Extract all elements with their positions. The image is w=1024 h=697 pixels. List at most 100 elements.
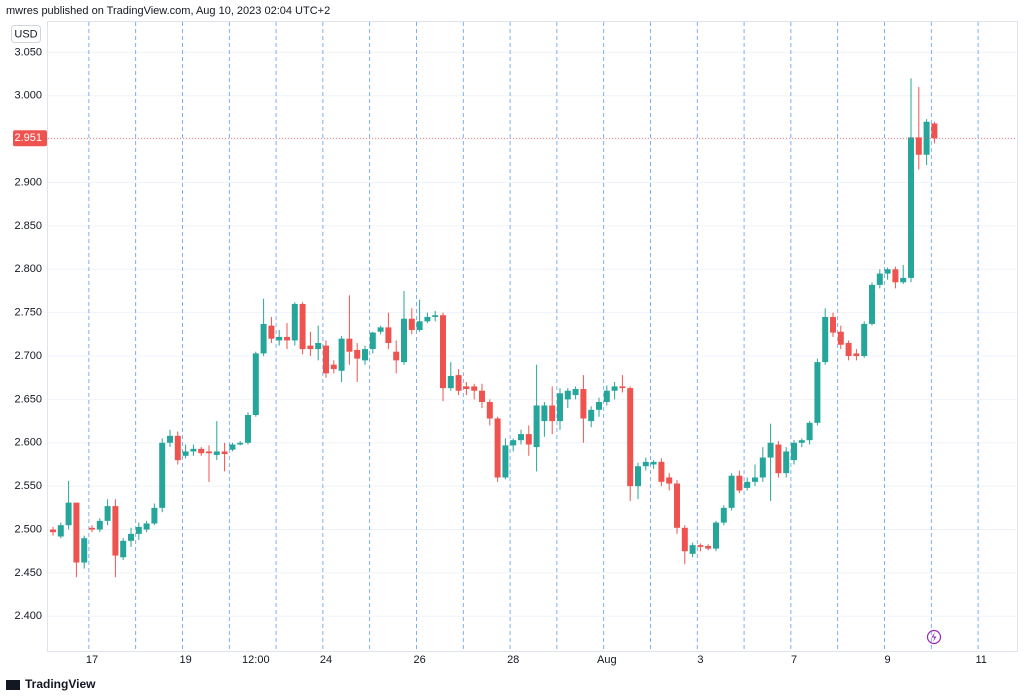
candle-body [830, 316, 836, 333]
y-tick-label: 2.550 [14, 480, 42, 492]
candle-body [713, 522, 719, 549]
candle-body [463, 386, 470, 389]
candle-body [744, 481, 751, 488]
x-tick-label: 12:00 [242, 654, 270, 666]
last-price-label: 2.951 [14, 132, 42, 144]
candle-body [143, 523, 150, 530]
candle-body [260, 323, 267, 354]
candle-body [876, 273, 883, 285]
x-tick-label: 9 [885, 654, 891, 666]
candle-body [299, 303, 306, 350]
y-tick-label: 3.000 [14, 90, 42, 102]
footer: TradingView [25, 677, 96, 691]
candle-body [650, 461, 657, 465]
plot-frame [47, 21, 1018, 652]
candle-body [377, 327, 384, 332]
candle-body [190, 448, 197, 452]
candle-body [128, 533, 134, 541]
candle-body [642, 461, 649, 467]
candle-body [174, 435, 181, 461]
candle-body [931, 123, 938, 139]
candle-body [775, 444, 782, 474]
candle-body [798, 440, 805, 443]
candle-body [767, 442, 774, 458]
candle-body [525, 434, 532, 445]
y-tick-label: 2.750 [14, 307, 42, 319]
candle-body [502, 445, 509, 478]
candle-body [471, 386, 478, 391]
candle-body [151, 507, 158, 524]
candle-body [588, 409, 595, 422]
candle-body [736, 475, 743, 491]
candle-body [635, 466, 641, 487]
candle-body [752, 477, 758, 482]
candle-body [112, 506, 119, 556]
x-tick-label: 17 [86, 654, 98, 666]
candle-body [837, 331, 844, 345]
candle-body [50, 529, 56, 533]
candle-body [486, 402, 493, 419]
candle-body [245, 415, 251, 443]
candle-body [720, 507, 727, 523]
candle-body [447, 375, 454, 389]
candle-body [57, 525, 64, 537]
candle-body [518, 434, 524, 441]
candle-body [104, 506, 111, 521]
candle-body [603, 390, 610, 403]
event-icon[interactable] [926, 629, 942, 645]
y-tick-label: 2.650 [14, 393, 42, 405]
candle-body [268, 325, 275, 339]
x-tick-label: 24 [320, 654, 332, 666]
candle-body [252, 353, 259, 416]
candle-body [697, 545, 704, 547]
candle-body [167, 435, 173, 443]
candle-body [96, 520, 103, 530]
candle-body [346, 338, 353, 352]
candle-body [330, 364, 337, 370]
candle-body [611, 386, 618, 391]
grid [48, 22, 1017, 651]
candle-body [783, 451, 790, 474]
header: mwres published on TradingView.com, Aug … [6, 5, 330, 17]
y-tick-label: 2.900 [14, 176, 42, 188]
candle-body [182, 451, 189, 456]
candle-body [221, 451, 228, 455]
candle-body [338, 338, 345, 371]
candle-body [814, 362, 821, 423]
candle-body [580, 388, 587, 419]
candle-body [120, 540, 127, 558]
x-tick-label: 3 [697, 654, 703, 666]
candle-body [424, 316, 431, 322]
candle-body [198, 448, 205, 454]
y-tick-label: 2.400 [14, 610, 42, 622]
candle-body [884, 269, 891, 274]
candle-body [806, 422, 813, 441]
currency-box [11, 25, 41, 43]
candle-body [533, 405, 540, 448]
candle-body [627, 388, 634, 487]
candle-body [681, 527, 688, 552]
candle-body [455, 375, 462, 391]
candle-body [666, 477, 673, 484]
y-tick-label: 2.800 [14, 263, 42, 275]
footer-logo [6, 680, 20, 690]
candle-body [135, 526, 142, 534]
candle-body [619, 386, 626, 389]
candle-body [822, 316, 829, 363]
candle-body [65, 502, 72, 526]
candle-body [440, 315, 446, 389]
y-tick-label: 2.850 [14, 220, 42, 232]
x-tick-label: Aug [597, 654, 617, 666]
candle-body [206, 451, 212, 454]
y-tick-label: 3.050 [14, 46, 42, 58]
candle-body [315, 343, 322, 350]
event-icon-bolt [931, 632, 937, 642]
candle-body [393, 351, 400, 361]
candle-body [237, 442, 244, 445]
y-tick-label: 2.600 [14, 437, 42, 449]
x-tick-label: 7 [791, 654, 797, 666]
candle-body [276, 336, 283, 341]
candle-body [549, 405, 556, 422]
candle-body [307, 345, 314, 350]
